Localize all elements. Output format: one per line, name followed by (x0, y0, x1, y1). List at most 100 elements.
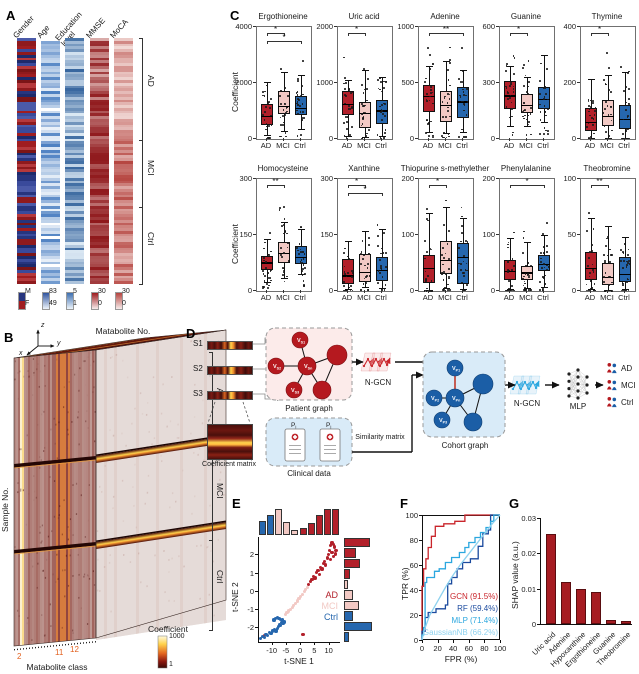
heatmap-cell (17, 267, 36, 271)
jitter-point (269, 269, 272, 272)
heatmap-cell (114, 119, 133, 123)
heatmap-cell (90, 149, 109, 153)
heatmap-cell (41, 270, 60, 274)
jitter-point (507, 91, 510, 94)
jitter-point (591, 263, 594, 266)
heatmap-cell (17, 242, 36, 246)
heatmap-cell (90, 107, 109, 112)
jitter-point (447, 133, 450, 135)
jitter-point (448, 257, 451, 260)
whisker-cap (443, 60, 450, 62)
group-label-Ctrl: Ctrl (215, 570, 225, 584)
jitter-point (588, 271, 591, 274)
jitter-point (343, 289, 345, 292)
jitter-point (512, 91, 515, 94)
heatmap-cell (65, 155, 84, 159)
jitter-point (283, 217, 286, 220)
heatmap-cell (17, 186, 36, 190)
x-cat-label: MCI (276, 293, 290, 302)
scatter-point-ctrl (281, 622, 285, 626)
jitter-point (462, 217, 465, 220)
heatmap-cell (114, 60, 133, 64)
x-tick-label: 60 (464, 644, 473, 653)
y-tick (496, 290, 499, 291)
jitter-point (625, 101, 627, 104)
jitter-point (270, 279, 273, 282)
heatmap-cell (65, 99, 84, 103)
x-axis-label: x (19, 350, 23, 357)
jitter-point (513, 231, 515, 234)
jitter-point (446, 243, 449, 245)
jitter-point (527, 289, 530, 292)
hist-right-bar (344, 558, 360, 568)
jitter-point (382, 137, 385, 139)
jitter-point (627, 71, 629, 74)
heatmap-cell (17, 281, 36, 285)
scatter-point-ad (330, 541, 334, 545)
heatmap-cell (114, 250, 133, 254)
heatmap-cell (114, 222, 133, 226)
heatmap-cell (90, 135, 109, 140)
whisker-cap (345, 240, 352, 242)
jitter-point (378, 77, 381, 80)
y-tick (496, 178, 499, 179)
boxplot-theobromine: Theobromine ** 100 50 0 AD MCI Ctrl (558, 164, 639, 314)
whisker-upper (463, 69, 464, 88)
x-tick (428, 290, 429, 293)
legend-ctrl: Ctrl (324, 612, 338, 622)
scatter-point-ad (327, 549, 332, 553)
hist-right-bar (344, 621, 372, 631)
heatmap-cell (65, 127, 84, 131)
jitter-point (345, 282, 347, 285)
heatmap-cell (90, 43, 109, 47)
jitter-point (431, 289, 433, 292)
jitter-point (544, 283, 547, 286)
heatmap-cell (65, 211, 84, 215)
heatmap-cell (41, 130, 60, 134)
heatmap-cell (41, 169, 60, 173)
x-cat-label: AD (422, 293, 434, 302)
jitter-point (301, 273, 304, 276)
legend-gradient-bar (66, 292, 74, 310)
x-tick (500, 640, 501, 643)
cohort-node-P3 (433, 411, 451, 429)
scatter-point-mci (299, 594, 303, 598)
jitter-point (466, 269, 468, 272)
jitter-point (511, 131, 514, 134)
jitter-point (523, 117, 525, 120)
jitter-point (424, 270, 427, 273)
jitter-point (540, 267, 543, 269)
whisker-cap (541, 235, 548, 236)
jitter-point (603, 260, 606, 262)
ngcn-label-1: N-GCN (364, 378, 392, 387)
whisker-upper (267, 81, 268, 104)
heatmap-cell (65, 82, 84, 86)
jitter-point (511, 115, 514, 118)
jitter-point (546, 251, 548, 253)
heatmap-cell (90, 119, 109, 123)
heatmap-cell (17, 174, 36, 179)
jitter-point (384, 284, 387, 287)
jitter-point (544, 110, 547, 113)
jitter-point (263, 95, 266, 97)
jitter-point (625, 130, 628, 132)
median-line (619, 118, 631, 121)
jitter-point (279, 241, 282, 244)
jitter-point (585, 289, 588, 292)
scatter-point-mci (292, 604, 296, 608)
scatter-point-mci (293, 602, 298, 606)
heatmap-cell (90, 116, 109, 120)
heatmap-cell (65, 60, 84, 64)
heatmap-cell (41, 205, 60, 209)
x-tick (468, 640, 470, 643)
jitter-point (529, 289, 532, 292)
whisker-upper (365, 231, 366, 254)
x-tick (453, 640, 455, 643)
x-cat-label: Ctrl (537, 293, 549, 302)
jitter-point (351, 107, 353, 109)
jitter-point (441, 272, 444, 275)
heatmap-cell (114, 200, 133, 204)
jitter-point (303, 273, 305, 276)
jitter-point (265, 260, 268, 263)
bracket-tick (209, 540, 213, 541)
